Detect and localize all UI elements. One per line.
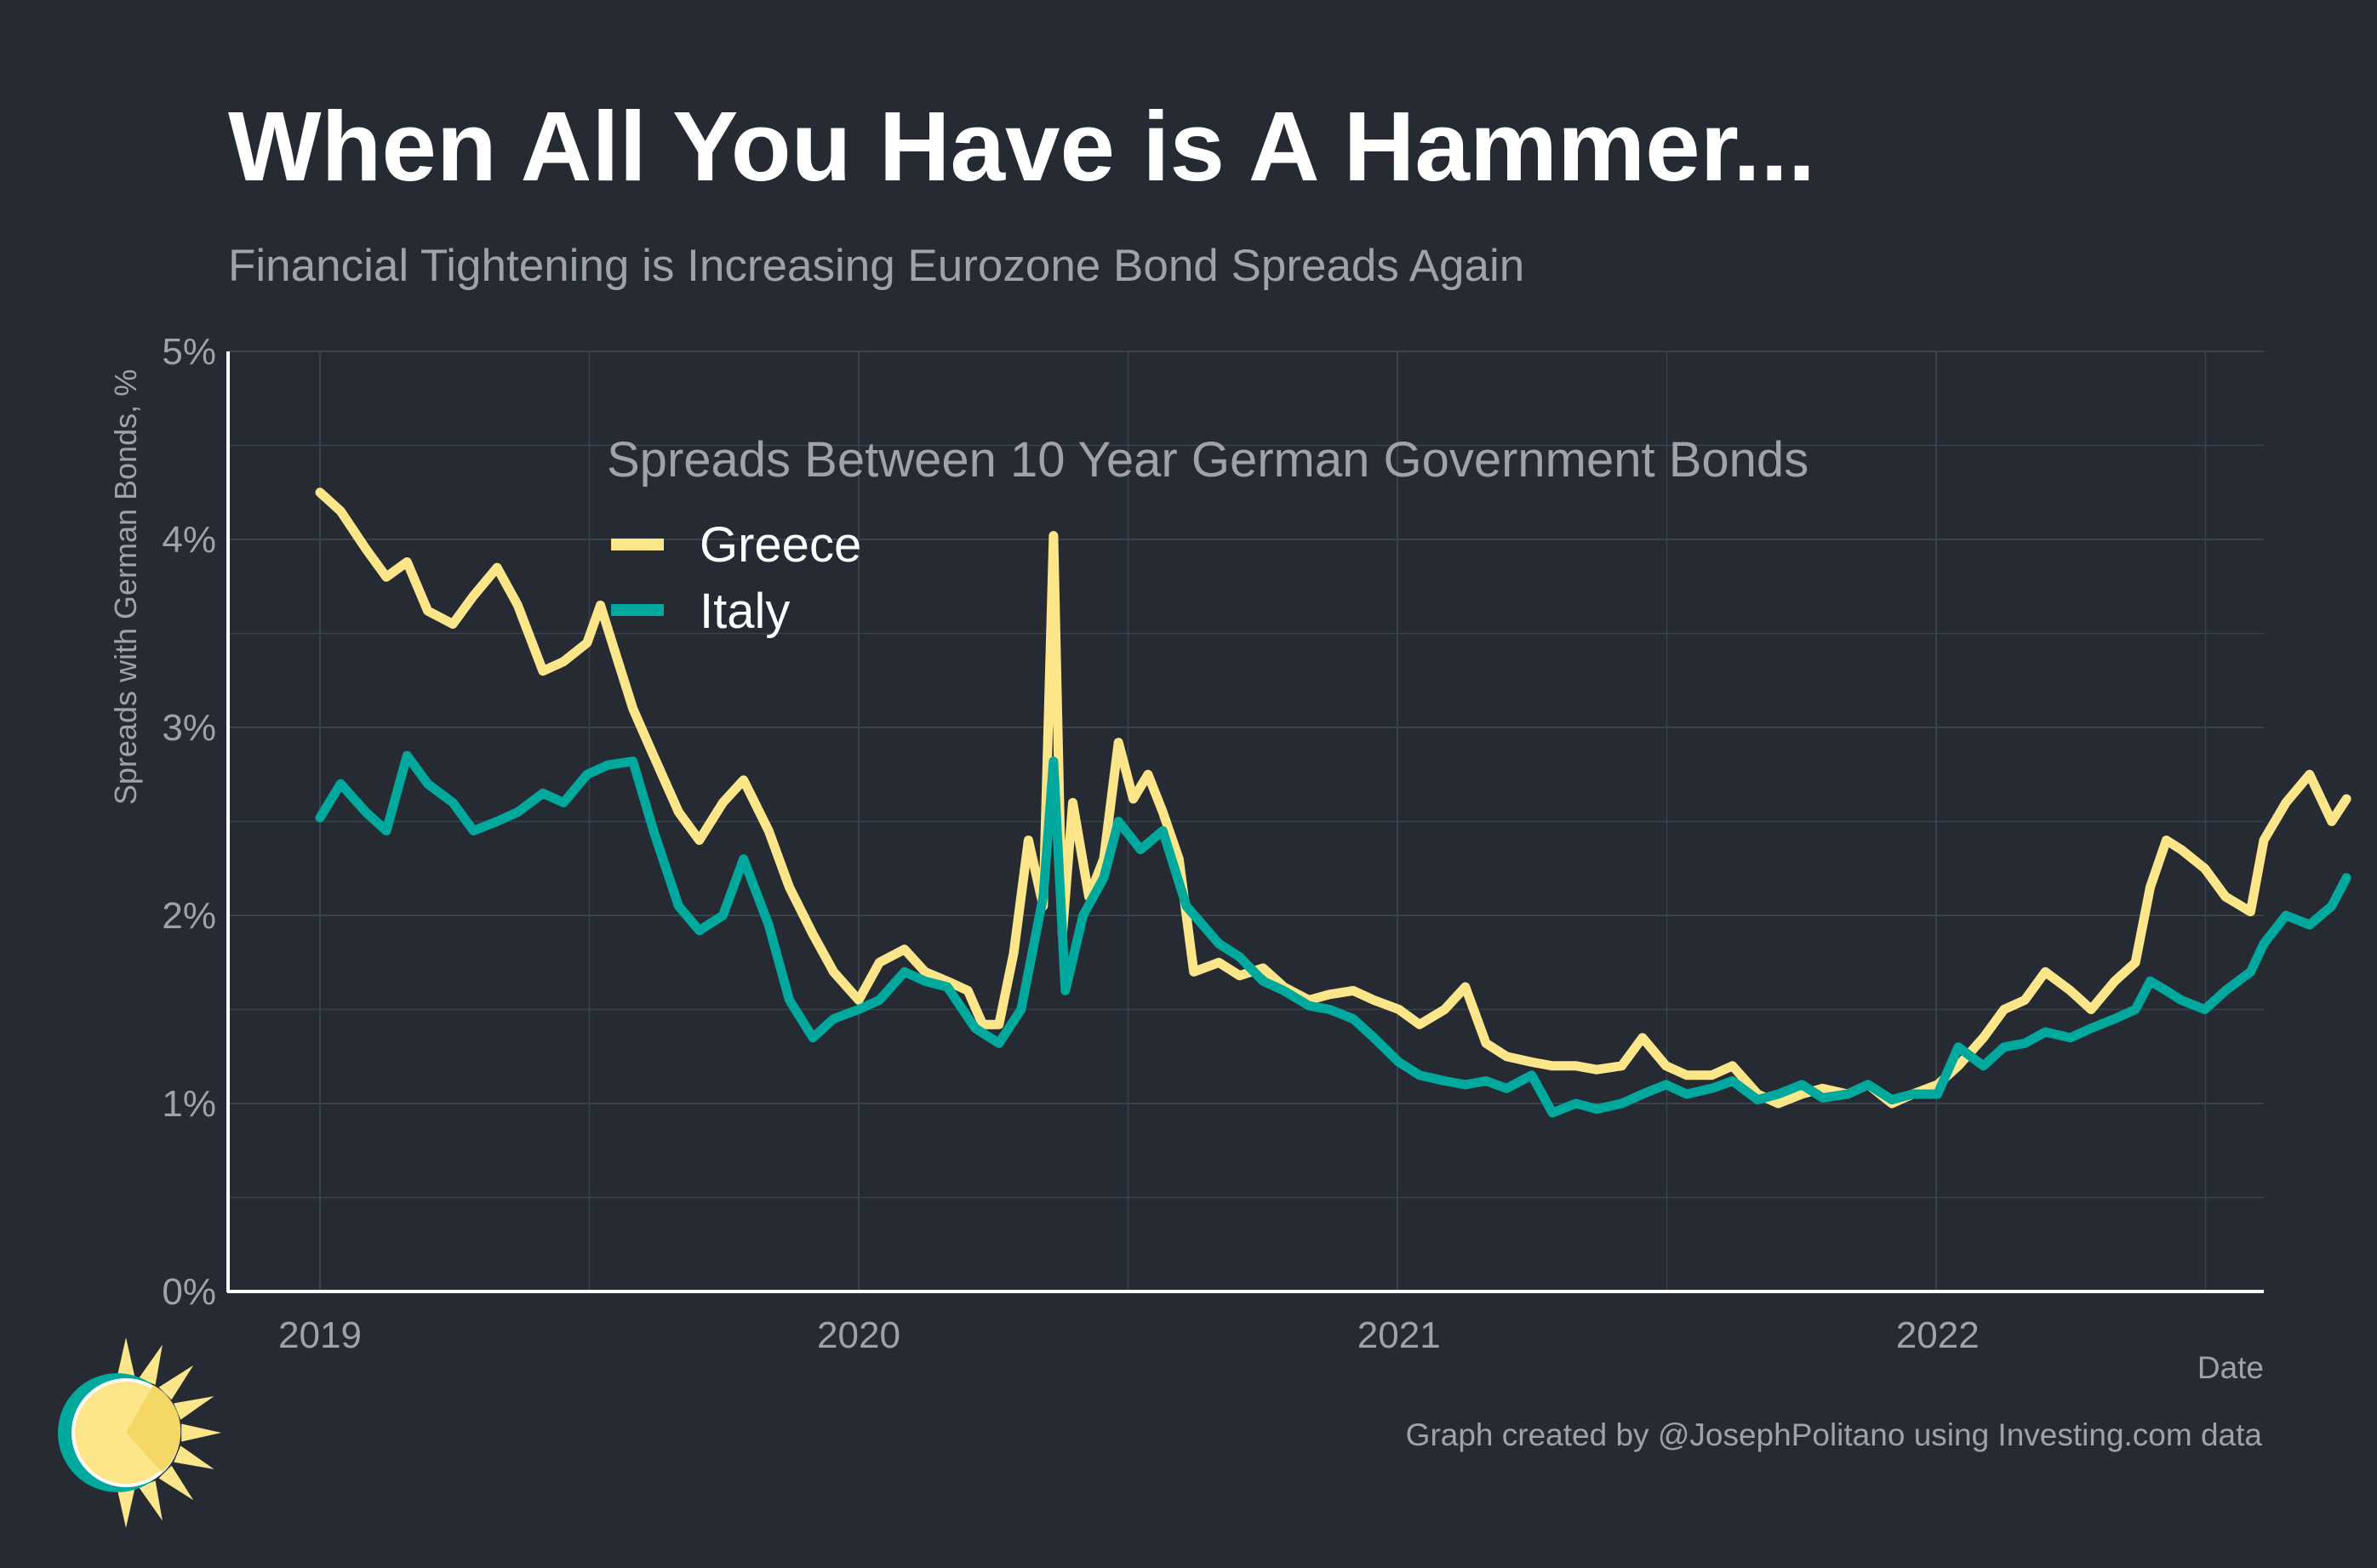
series-lines [315, 488, 2351, 1118]
sun-ray [117, 1488, 135, 1528]
sun-ray [117, 1337, 135, 1377]
y-tick-label: 4% [162, 519, 216, 561]
legend: Spreads Between 10 Year German Governmen… [607, 432, 1808, 639]
x-tick-label: 2019 [278, 1314, 362, 1356]
sun-ray [139, 1344, 163, 1385]
series-line-italy [315, 750, 2351, 1118]
sun-ray [158, 1365, 194, 1400]
x-tick-label: 2021 [1357, 1314, 1441, 1356]
sun-ray [174, 1396, 214, 1420]
legend-label-greece: Greece [700, 517, 861, 573]
y-tick-label: 1% [162, 1083, 216, 1125]
series-line-greece [315, 488, 2351, 1109]
y-tick-label: 3% [162, 707, 216, 749]
y-axis-label: Spreads with German Bonds, % [108, 369, 143, 805]
sun-logo-icon [58, 1337, 221, 1528]
sun-ray [158, 1465, 194, 1501]
x-tick-label: 2020 [817, 1314, 900, 1356]
y-tick-label: 2% [162, 895, 216, 937]
chart-title: When All You Have is A Hammer... [228, 91, 1816, 202]
tick-labels: 0% 1% 2% 3% 4% 5% 2019 2020 2021 2022 [162, 331, 1979, 1356]
axes [226, 351, 2264, 1293]
sun-ray [139, 1480, 163, 1521]
grid-lines [228, 351, 2264, 1292]
x-axis-label: Date [2197, 1350, 2264, 1385]
y-tick-label: 0% [162, 1271, 216, 1313]
source-credit: Graph created by @JosephPolitano using I… [1405, 1417, 2262, 1452]
sun-ray [174, 1445, 214, 1469]
x-tick-label: 2022 [1896, 1314, 1980, 1356]
legend-title: Spreads Between 10 Year German Governmen… [607, 432, 1808, 488]
sun-ray [181, 1423, 221, 1442]
y-tick-label: 5% [162, 331, 216, 373]
chart-subtitle: Financial Tightening is Increasing Euroz… [228, 241, 1525, 291]
legend-label-italy: Italy [700, 584, 790, 639]
